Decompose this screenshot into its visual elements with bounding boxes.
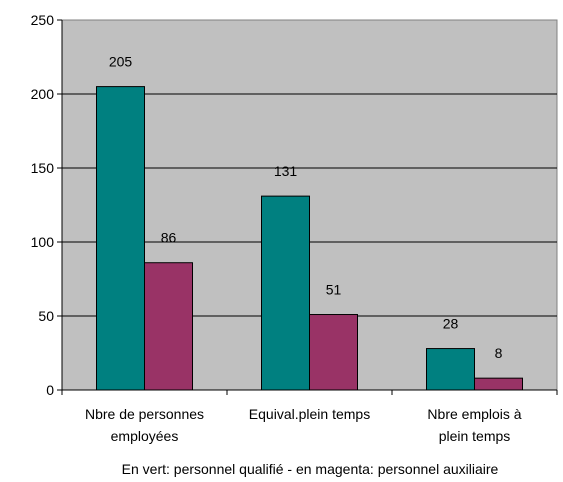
bar-value-label: 131 — [274, 163, 298, 179]
x-tick-label: Equival.plein temps — [249, 406, 370, 422]
y-tick-label: 250 — [31, 12, 55, 28]
y-tick-label: 200 — [31, 86, 55, 102]
data-labels: 205 86 131 51 28 8 — [109, 54, 503, 362]
bars — [96, 86, 523, 391]
x-tick-label: employées — [111, 428, 179, 444]
bar — [426, 348, 475, 391]
bar-value-label: 51 — [326, 282, 342, 298]
x-tick-label: plein temps — [439, 428, 511, 444]
bar-value-label: 8 — [495, 345, 503, 361]
bar — [261, 195, 310, 391]
bar — [96, 86, 145, 391]
y-tick-label: 0 — [46, 382, 54, 398]
bar — [474, 377, 523, 391]
bar — [144, 262, 193, 391]
bar — [309, 314, 358, 391]
y-tick-label: 100 — [31, 234, 55, 250]
bar-value-label: 28 — [443, 316, 459, 332]
x-tick-label: Nbre de personnes — [85, 406, 204, 422]
x-axis: Nbre de personnes employées Equival.plein … — [61, 389, 558, 444]
y-tick-label: 50 — [38, 308, 54, 324]
bar-value-label: 205 — [109, 54, 133, 70]
y-axis: 0 50 100 150 200 250 — [31, 12, 63, 398]
bar-value-label: 86 — [161, 230, 177, 246]
x-axis-title: En vert: personnel qualifié - en magenta… — [122, 461, 499, 477]
x-tick-label: Nbre emplois à — [427, 406, 521, 422]
y-tick-label: 150 — [31, 160, 55, 176]
